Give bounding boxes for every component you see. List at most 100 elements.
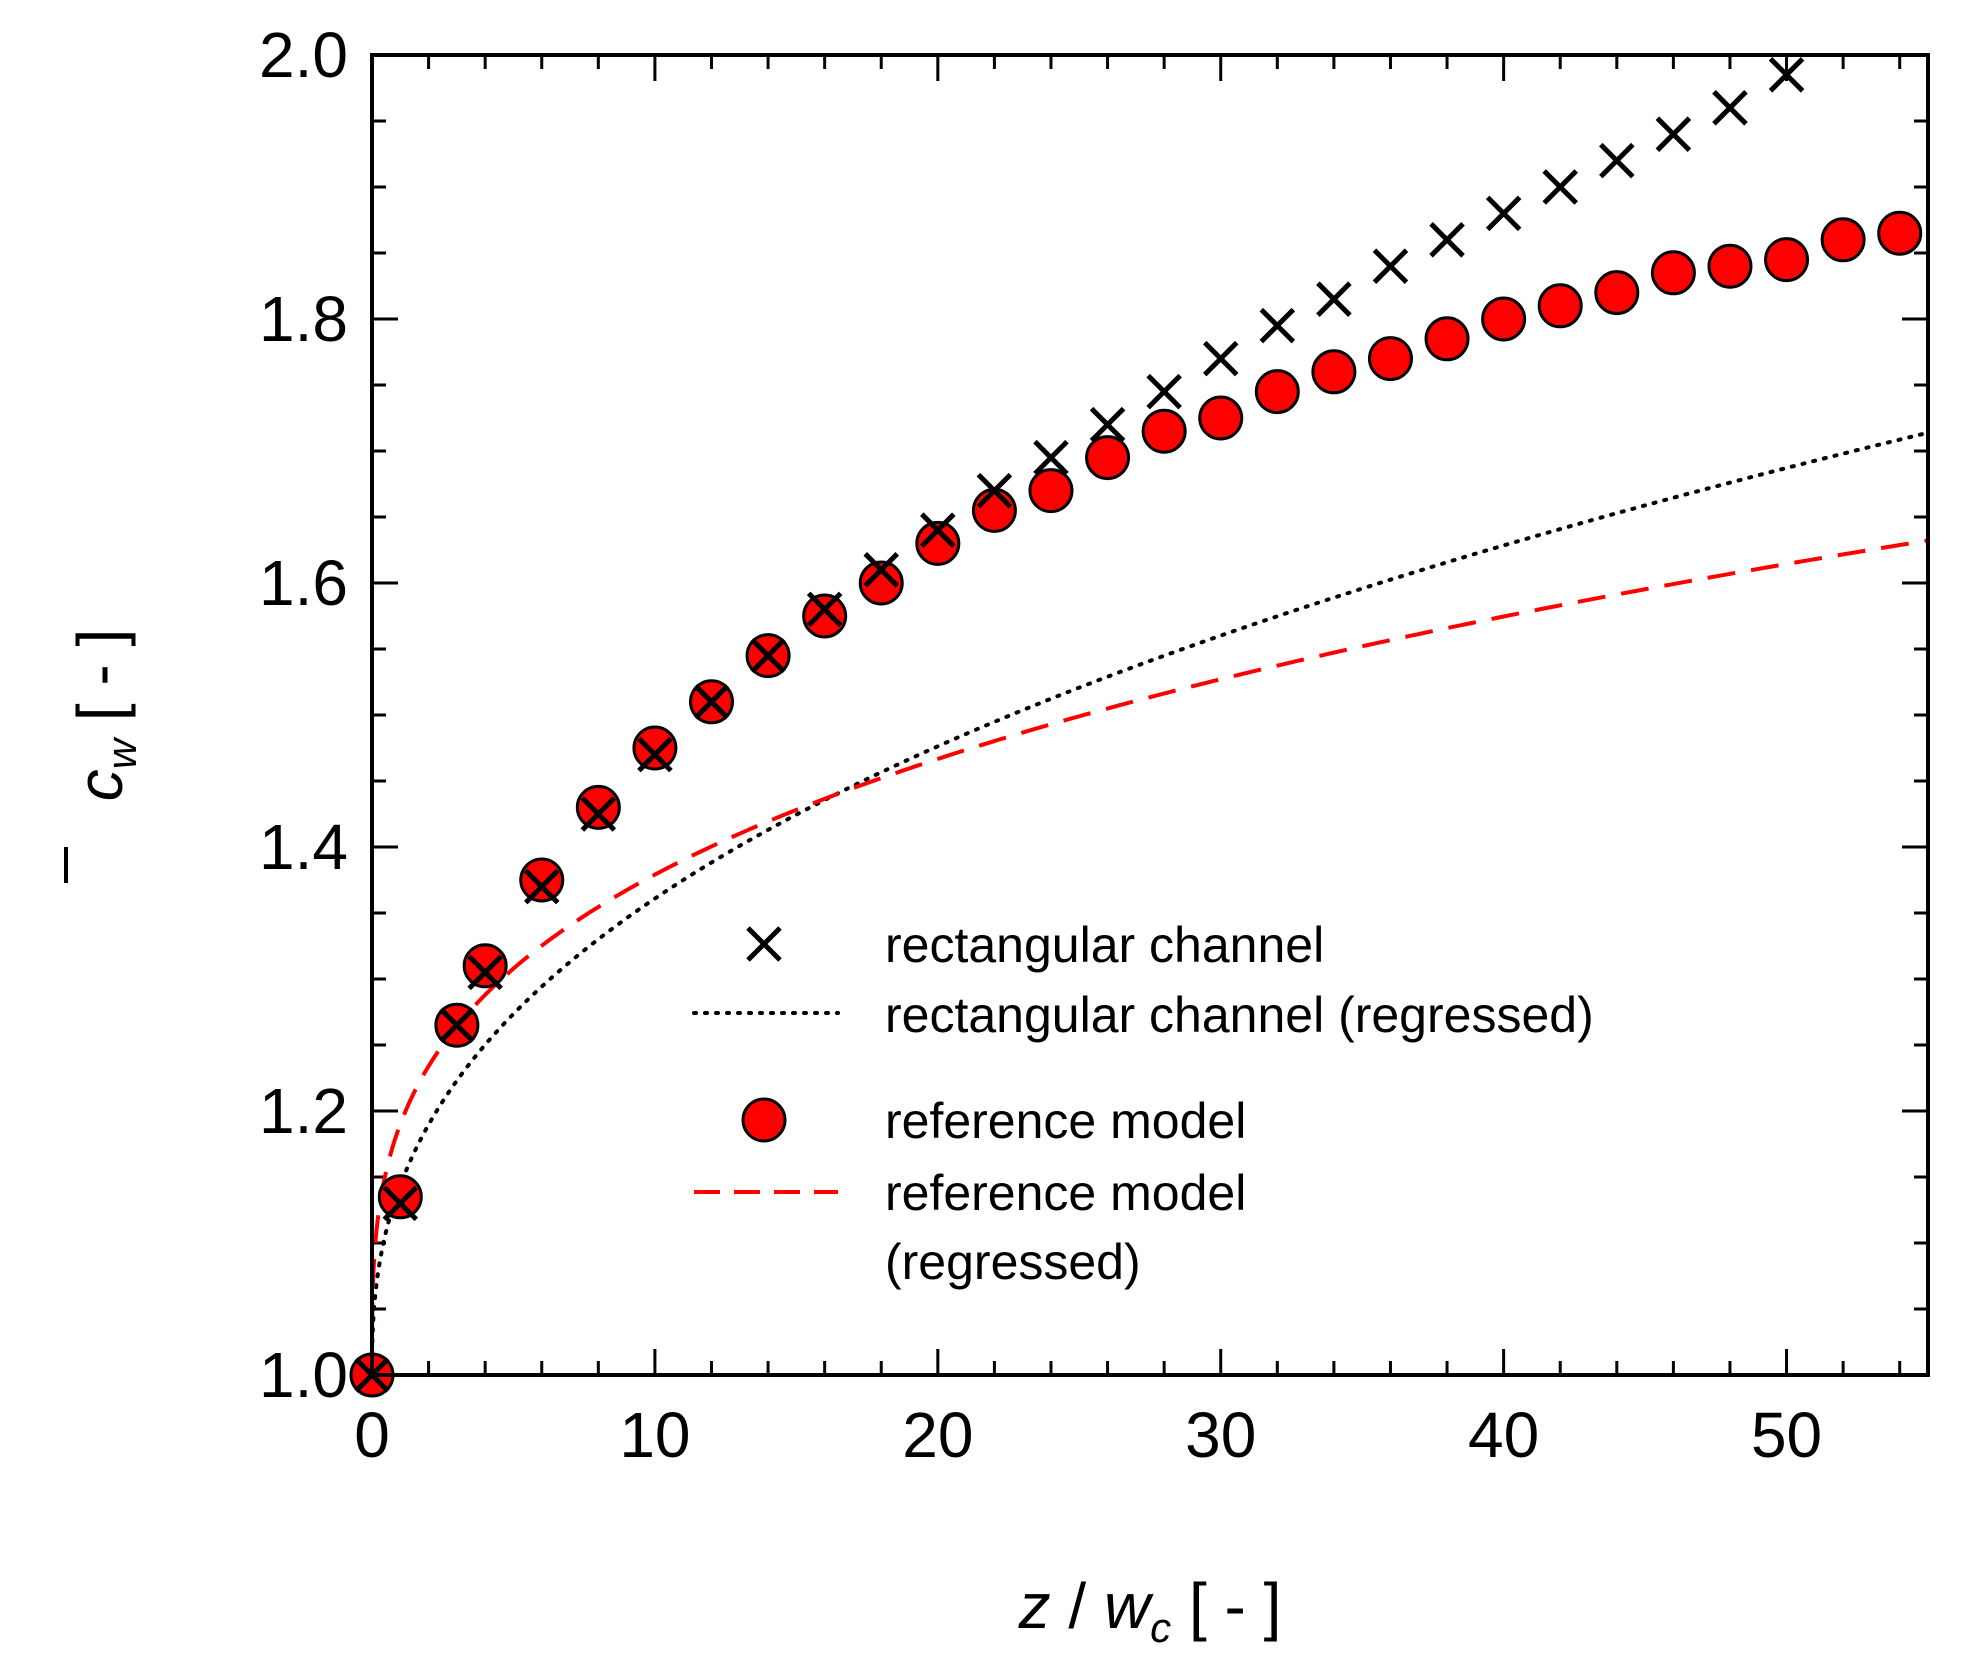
x-tick-label: 40 xyxy=(1468,1399,1539,1471)
rectangular-channel-point xyxy=(1485,195,1522,232)
regressed-curves xyxy=(372,430,1928,1375)
y-tick-label: 2.0 xyxy=(259,19,348,91)
rectangular-channel-point xyxy=(1146,373,1182,410)
cross-stroke xyxy=(467,954,503,991)
cross-stroke xyxy=(1146,373,1182,410)
rectangular-channel-point xyxy=(1712,90,1748,126)
rectangular-channel-point xyxy=(637,736,673,773)
rectangular-channel-point xyxy=(1316,281,1352,317)
x-tick-label: 10 xyxy=(619,1399,690,1471)
legend-label-rectangular-channel-regressed: rectangular channel (regressed) xyxy=(885,987,1594,1043)
cross-stroke xyxy=(439,1007,475,1043)
reference-model-point xyxy=(519,857,565,903)
cross-stroke xyxy=(523,868,560,905)
rectangular-channel-point xyxy=(1542,169,1578,205)
reference-model-regressed-line xyxy=(372,538,1928,1375)
reference-model-point xyxy=(462,943,508,989)
cross-stroke xyxy=(1768,57,1805,93)
svg-text:cw [ - ]: cw [ - ] xyxy=(64,629,145,802)
rectangular-channel-point xyxy=(1768,57,1805,93)
cross-stroke xyxy=(1485,195,1522,232)
rectangular-channel-point xyxy=(580,796,617,832)
reference-model-point xyxy=(802,593,848,639)
cross-stroke xyxy=(1202,340,1239,377)
y-tick-label: 1.6 xyxy=(259,547,348,619)
reference-model-point xyxy=(971,487,1017,533)
legend-marker-circle xyxy=(741,1097,787,1143)
reference-model-point xyxy=(1367,336,1413,382)
cross-stroke xyxy=(1089,406,1126,443)
x-tick-label: 50 xyxy=(1751,1399,1822,1471)
cross-stroke xyxy=(382,1185,419,1222)
reference-model-point xyxy=(1820,217,1866,263)
rectangular-channel-point xyxy=(523,868,560,905)
reference-model-point xyxy=(915,520,961,566)
rectangular-channel-point xyxy=(439,1007,475,1043)
legend-label-rectangular-channel: rectangular channel xyxy=(885,917,1324,973)
cross-stroke xyxy=(1259,307,1296,344)
rectangular-channel-point xyxy=(920,512,956,548)
rectangular-channel-point xyxy=(1202,340,1239,377)
reference-model-point xyxy=(632,725,678,771)
rectangular-channel-point xyxy=(1089,406,1126,443)
cross-stroke xyxy=(976,472,1013,509)
x-axis-label: z / wc [ - ] xyxy=(1018,1570,1282,1651)
y-tick-label: 1.0 xyxy=(259,1339,348,1411)
cross-stroke xyxy=(580,796,617,832)
cross-stroke xyxy=(920,512,956,548)
reference-model-point xyxy=(1028,468,1074,514)
cross-stroke xyxy=(1599,142,1635,179)
cross-stroke xyxy=(1712,90,1748,126)
cross-stroke xyxy=(1316,281,1352,317)
reference-model-point xyxy=(1085,435,1131,481)
reference-model-point xyxy=(1650,250,1696,296)
legend: rectangular channel rectangular channel … xyxy=(692,917,1594,1290)
rectangular-channel-point xyxy=(1372,248,1409,284)
reference-model-point xyxy=(1764,237,1810,283)
reference-model-point xyxy=(575,784,621,830)
cross-stroke xyxy=(750,637,786,674)
cross-stroke xyxy=(1429,222,1465,258)
rectangular-channel-point xyxy=(1429,222,1465,258)
reference-model-point xyxy=(1537,283,1583,329)
cross-stroke xyxy=(806,591,843,628)
rectangular-channel-point xyxy=(693,684,730,720)
rectangular-channel-point xyxy=(382,1185,419,1222)
legend-label-reference-model-regressed: reference model xyxy=(885,1165,1246,1221)
legend-marker-x xyxy=(746,926,782,962)
reference-model-point xyxy=(1594,270,1640,316)
reference-model-point xyxy=(377,1174,423,1220)
rectangular-channel-point xyxy=(806,591,843,628)
y-tick-label: 1.4 xyxy=(259,811,348,883)
reference-model-point xyxy=(1141,408,1187,454)
reference-model-point xyxy=(1311,349,1357,395)
rectangular-channel-point xyxy=(1599,142,1635,179)
y-tick-label: 1.8 xyxy=(259,283,348,355)
rectangular-channel-point xyxy=(467,954,503,991)
reference-model-point xyxy=(858,560,904,606)
data-markers xyxy=(349,57,1923,1398)
cross-stroke xyxy=(1372,248,1409,284)
plot-frame xyxy=(370,53,1930,1377)
reference-model-point xyxy=(1877,210,1923,256)
cross-stroke xyxy=(1033,439,1069,476)
reference-model-point xyxy=(1254,369,1300,415)
rectangular-channel-point xyxy=(863,552,900,588)
x-tick-label: 30 xyxy=(1185,1399,1256,1471)
rectangular-channel-point xyxy=(1655,116,1692,152)
legend-label-reference-model-regressed-line2: (regressed) xyxy=(885,1234,1141,1290)
x-tick-label: 20 xyxy=(902,1399,973,1471)
rectangular-channel-regressed-line xyxy=(372,430,1928,1375)
reference-model-point xyxy=(1707,243,1753,289)
tick-labels: 0 10 20 30 40 50 1.0 1.2 1.4 1.6 1.8 2.0 xyxy=(259,19,1822,1471)
cross-stroke xyxy=(693,684,730,720)
cross-stroke xyxy=(637,736,673,773)
reference-model-point xyxy=(1481,296,1527,342)
reference-model-point xyxy=(1424,316,1470,362)
y-tick-label: 1.2 xyxy=(259,1075,348,1147)
rectangular-channel-point xyxy=(1033,439,1069,476)
rectangular-channel-point xyxy=(750,637,786,674)
cross-stroke xyxy=(863,552,900,588)
cross-stroke xyxy=(1542,169,1578,205)
